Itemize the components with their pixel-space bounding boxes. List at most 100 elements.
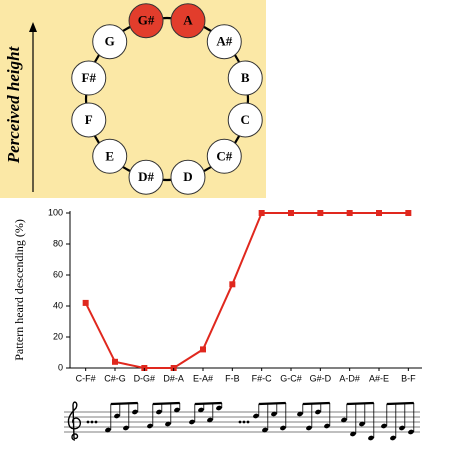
x-tick-label: A-D#: [339, 373, 360, 383]
arrow-head: [29, 22, 37, 32]
data-point: [82, 299, 89, 306]
data-point: [288, 210, 294, 216]
y-tick-label: 60: [53, 269, 63, 279]
note-node: [92, 138, 128, 174]
x-tick-label: A#-E: [369, 373, 389, 383]
note-label: D: [183, 169, 192, 184]
note-label: G#: [138, 13, 155, 28]
x-tick-label: G-C#: [280, 373, 302, 383]
note-head: [147, 423, 153, 429]
beam: [258, 401, 286, 406]
note-head: [399, 425, 405, 431]
y-tick-label: 0: [58, 362, 63, 372]
pitch-circle: A A# B C C# D D# E F F# G G#: [71, 3, 263, 195]
ellipsis-dot: [242, 420, 246, 424]
ellipsis-dot: [90, 420, 94, 424]
note-label: A: [183, 13, 193, 28]
data-point: [200, 346, 206, 353]
note-head: [350, 431, 356, 437]
x-tick-label: D-G#: [134, 373, 156, 383]
note-label: A#: [216, 34, 232, 49]
note-head: [114, 413, 120, 419]
music-notation: [64, 401, 420, 441]
note-head: [408, 429, 414, 435]
note-node: [128, 3, 164, 39]
note-head: [359, 421, 365, 427]
note-head: [165, 421, 171, 427]
x-tick-label: C-F#: [76, 373, 96, 383]
note-head: [381, 423, 387, 429]
note-head: [207, 417, 213, 423]
note-label: C#: [216, 148, 232, 163]
ellipsis-dot: [94, 420, 98, 424]
ellipsis-dot: [238, 420, 242, 424]
x-tick-label: C#-G: [104, 373, 126, 383]
y-tick-label: 40: [53, 300, 63, 310]
note-node: [128, 159, 164, 195]
note-head: [368, 435, 374, 441]
note-head: [271, 411, 277, 417]
note-head: [123, 425, 129, 431]
x-tick-label: B-F: [401, 373, 416, 383]
data-point: [346, 210, 353, 216]
note-label: F#: [82, 70, 97, 85]
note-head: [253, 413, 259, 419]
note-head: [297, 411, 303, 417]
beam: [302, 401, 330, 406]
data-point: [376, 210, 382, 216]
x-tick-label: F-B: [225, 373, 240, 383]
note-head: [132, 409, 138, 415]
line-chart: 0 20 40 60 80 100 Pattern heard descending (%)…: [12, 207, 422, 383]
note-head: [306, 425, 312, 431]
note-head: [262, 427, 268, 433]
note-head: [216, 405, 222, 411]
beam: [346, 401, 374, 406]
note-head: [341, 417, 347, 423]
beam: [194, 401, 222, 406]
data-point: [258, 210, 265, 216]
beam: [152, 401, 180, 406]
beam: [110, 401, 138, 406]
x-tick-label: D#-A: [163, 373, 184, 383]
data-point: [112, 358, 118, 365]
note-label: B: [241, 70, 250, 85]
data-line: [84, 212, 409, 369]
x-tick-label: F#-C: [252, 373, 273, 383]
note-node: [92, 24, 128, 60]
note-head: [105, 427, 111, 433]
note-head: [174, 407, 180, 413]
treble-clef: [67, 401, 82, 441]
note-node: [170, 159, 206, 195]
note-node: [170, 3, 206, 39]
ellipsis-dot: [246, 420, 250, 424]
note-label: G: [105, 34, 115, 49]
x-tick-label: G#-D: [310, 373, 332, 383]
note-node: [227, 60, 263, 96]
data-point: [405, 210, 412, 216]
note-label: F: [85, 112, 93, 127]
beam: [386, 401, 414, 406]
y-tick-label: 20: [53, 331, 63, 341]
y-tick-label: 100: [48, 207, 63, 217]
note-head: [390, 435, 396, 441]
y-tick-label: 80: [53, 238, 63, 248]
note-head: [198, 407, 204, 413]
note-head: [189, 419, 195, 425]
y-axis-label: Pattern heard descending (%): [12, 219, 26, 361]
data-point: [317, 210, 324, 216]
note-node: [71, 60, 107, 96]
ellipsis-dot: [86, 420, 90, 424]
note-label: C: [241, 112, 250, 127]
height-label: Perceived height: [4, 45, 23, 164]
note-head: [324, 423, 330, 429]
note-head: [280, 425, 286, 431]
note-label: E: [105, 148, 114, 163]
note-label: D#: [138, 169, 154, 184]
note-head: [156, 409, 162, 415]
note-head: [315, 409, 321, 415]
note-node: [206, 24, 242, 60]
note-node: [71, 102, 107, 138]
note-node: [227, 102, 263, 138]
ring: [84, 16, 250, 182]
